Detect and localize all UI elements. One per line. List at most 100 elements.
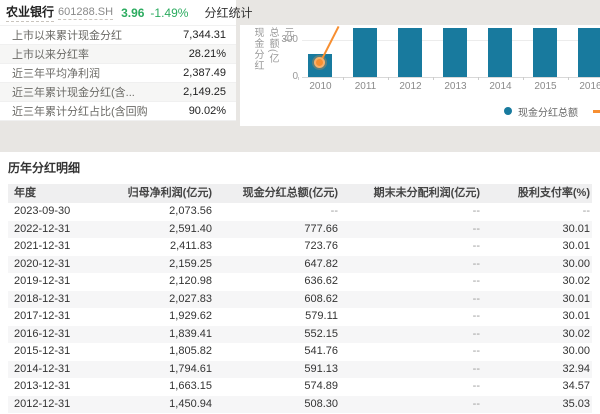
cell-value: 32.94 <box>562 362 590 375</box>
summary-card: 农业银行 601288.SH 3.96 -1.49% 分红统计 上市以来累计现金… <box>0 0 252 121</box>
cell-value: 2,120.98 <box>169 275 212 287</box>
stat-value: 7,344.31 <box>183 29 226 41</box>
cell-value: 2,591.40 <box>169 222 212 235</box>
section-title: 历年分红明细 <box>8 161 81 175</box>
cell-year: 2017-12-31 <box>14 310 71 322</box>
summary-stat-row: 近三年累计现金分红(含... 2,149.25 <box>0 83 236 102</box>
y-axis-label: 现金分红总额(亿元) <box>252 27 293 71</box>
table-row: 2015-12-31 1,805.82 541.76 -- 30.00 <box>8 343 592 361</box>
cell-value: 30.01 <box>562 240 590 252</box>
cell-year: 2022-12-31 <box>14 222 71 235</box>
table-row: 2013-12-31 1,663.15 574.89 -- 34.57 <box>8 378 592 396</box>
cell-value: 574.89 <box>304 380 338 392</box>
stock-name: 农业银行 <box>6 3 55 22</box>
stat-value: 2,387.49 <box>183 67 226 79</box>
cell-value: 30.02 <box>562 327 590 340</box>
y-tick-0: 0 <box>292 71 298 82</box>
cell-value: -- <box>472 275 480 287</box>
summary-stat-row: 近三年累计分红占比(含回购 90.02% <box>0 102 236 121</box>
cell-value: 508.30 <box>304 397 338 410</box>
cell-value: -- <box>330 205 338 217</box>
stock-header: 农业银行 601288.SH 3.96 -1.49% 分红统计 <box>0 0 252 26</box>
cell-value: 1,839.41 <box>169 327 212 340</box>
x-axis-baseline <box>302 77 600 78</box>
cell-value: 30.01 <box>562 222 590 235</box>
chart-bar-2012[interactable] <box>398 28 422 77</box>
x-axis-label: 2010 <box>309 81 332 92</box>
cell-value: -- <box>472 257 480 270</box>
table-row: 2017-12-31 1,929.62 579.11 -- 30.01 <box>8 308 592 326</box>
cell-value: 2,159.25 <box>169 257 212 270</box>
chart-bar-2011[interactable] <box>353 28 377 77</box>
column-header: 归母净利润(亿元) <box>127 187 212 199</box>
axis-tick <box>387 77 389 80</box>
legend-dot-icon <box>504 107 512 115</box>
stock-price: 3.96 <box>121 5 145 20</box>
stat-label: 上市以来累计现金分红 <box>12 30 122 42</box>
stat-label: 近三年累计分红占比(含回购 <box>12 106 148 118</box>
chart-bar-2014[interactable] <box>488 28 512 77</box>
chart-bar-2015[interactable] <box>533 28 557 77</box>
cell-value: 579.11 <box>305 310 338 322</box>
legend-label: 现金分红总额 <box>518 107 578 119</box>
cell-value: 35.03 <box>562 397 590 410</box>
highlight-dot-icon[interactable] <box>314 57 325 68</box>
cell-value: 30.02 <box>562 275 590 287</box>
chart-bar-2016[interactable] <box>578 28 600 77</box>
table-row: 2021-12-31 2,411.83 723.76 -- 30.01 <box>8 238 592 256</box>
cell-value: 1,805.82 <box>169 345 212 357</box>
cell-value: 591.13 <box>304 362 338 375</box>
x-axis-label: 2011 <box>354 81 377 92</box>
table-row: 2018-12-31 2,027.83 608.62 -- 30.01 <box>8 290 592 308</box>
summary-stat-row: 上市以来分红率 28.21% <box>0 45 236 64</box>
dividend-chart: 现金分红总额(亿元) 300 0 2010 2011 2012 2013 2014 201… <box>240 25 600 126</box>
legend-item-cash-dividend[interactable]: 现金分红总额 <box>504 105 578 119</box>
cell-value: 30.01 <box>562 310 590 322</box>
cell-value: 2,027.83 <box>169 292 212 305</box>
chart-bar-2013[interactable] <box>443 28 467 77</box>
summary-stats: 上市以来累计现金分红 7,344.31 上市以来分红率 28.21% 近三年平均净利润 2… <box>0 26 236 121</box>
cell-value: 30.00 <box>562 345 590 357</box>
axis-tick <box>297 77 299 80</box>
stat-value: 28.21% <box>188 48 226 60</box>
cell-value: 1,450.94 <box>169 397 212 410</box>
cell-value: -- <box>472 310 480 322</box>
cell-value: -- <box>582 205 590 217</box>
cell-value: 608.62 <box>304 292 338 305</box>
cell-value: 1,794.61 <box>169 362 212 375</box>
x-axis-label: 2016 <box>579 81 600 92</box>
cell-year: 2018-12-31 <box>14 292 71 305</box>
cell-value: -- <box>472 222 480 235</box>
x-axis-label: 2012 <box>399 81 422 92</box>
cell-year: 2015-12-31 <box>14 345 71 357</box>
cell-value: 541.76 <box>304 345 338 357</box>
cell-value: 552.15 <box>304 327 338 340</box>
stat-value: 2,149.25 <box>183 86 226 98</box>
axis-tick <box>477 77 479 80</box>
y-tick-300: 300 <box>281 34 298 45</box>
table-header-row: 年度 归母净利润(亿元) 现金分红总额(亿元) 期末未分配利润(亿元) 股利支付率(%) <box>8 184 592 203</box>
cell-value: 30.01 <box>562 292 590 305</box>
dividend-detail-card: 历年分红明细 年度 归母净利润(亿元) 现金分红总额(亿元) 期末未分配利润(亿元) 股… <box>0 152 600 414</box>
dividend-detail-table: 年度 归母净利润(亿元) 现金分红总额(亿元) 期末未分配利润(亿元) 股利支付率(%)… <box>8 184 592 413</box>
cell-year: 2016-12-31 <box>14 327 71 340</box>
x-axis-label: 2015 <box>534 81 557 92</box>
page-title: 分红统计 <box>204 6 253 20</box>
table-row: 2020-12-31 2,159.25 647.82 -- 30.00 <box>8 255 592 273</box>
x-axis-label: 2014 <box>489 81 512 92</box>
stock-change-percent: -1.49% <box>150 5 189 20</box>
stock-code-link[interactable]: 601288.SH <box>58 5 114 20</box>
table-row: 2012-12-31 1,450.94 508.30 -- 35.03 <box>8 395 592 413</box>
cell-value: 1,663.15 <box>169 380 212 392</box>
cell-year: 2020-12-31 <box>14 257 71 270</box>
stat-label: 近三年累计现金分红(含... <box>12 87 135 99</box>
table-row: 2019-12-31 2,120.98 636.62 -- 30.02 <box>8 273 592 291</box>
stat-value: 90.02% <box>188 105 226 117</box>
axis-tick <box>432 77 434 80</box>
cell-year: 2013-12-31 <box>14 380 71 392</box>
cell-year: 2023-09-30 <box>14 205 71 217</box>
axis-tick <box>567 77 569 80</box>
table-row: 2022-12-31 2,591.40 777.66 -- 30.01 <box>8 220 592 238</box>
cell-year: 2012-12-31 <box>14 397 71 410</box>
cell-value: 636.62 <box>304 275 338 287</box>
